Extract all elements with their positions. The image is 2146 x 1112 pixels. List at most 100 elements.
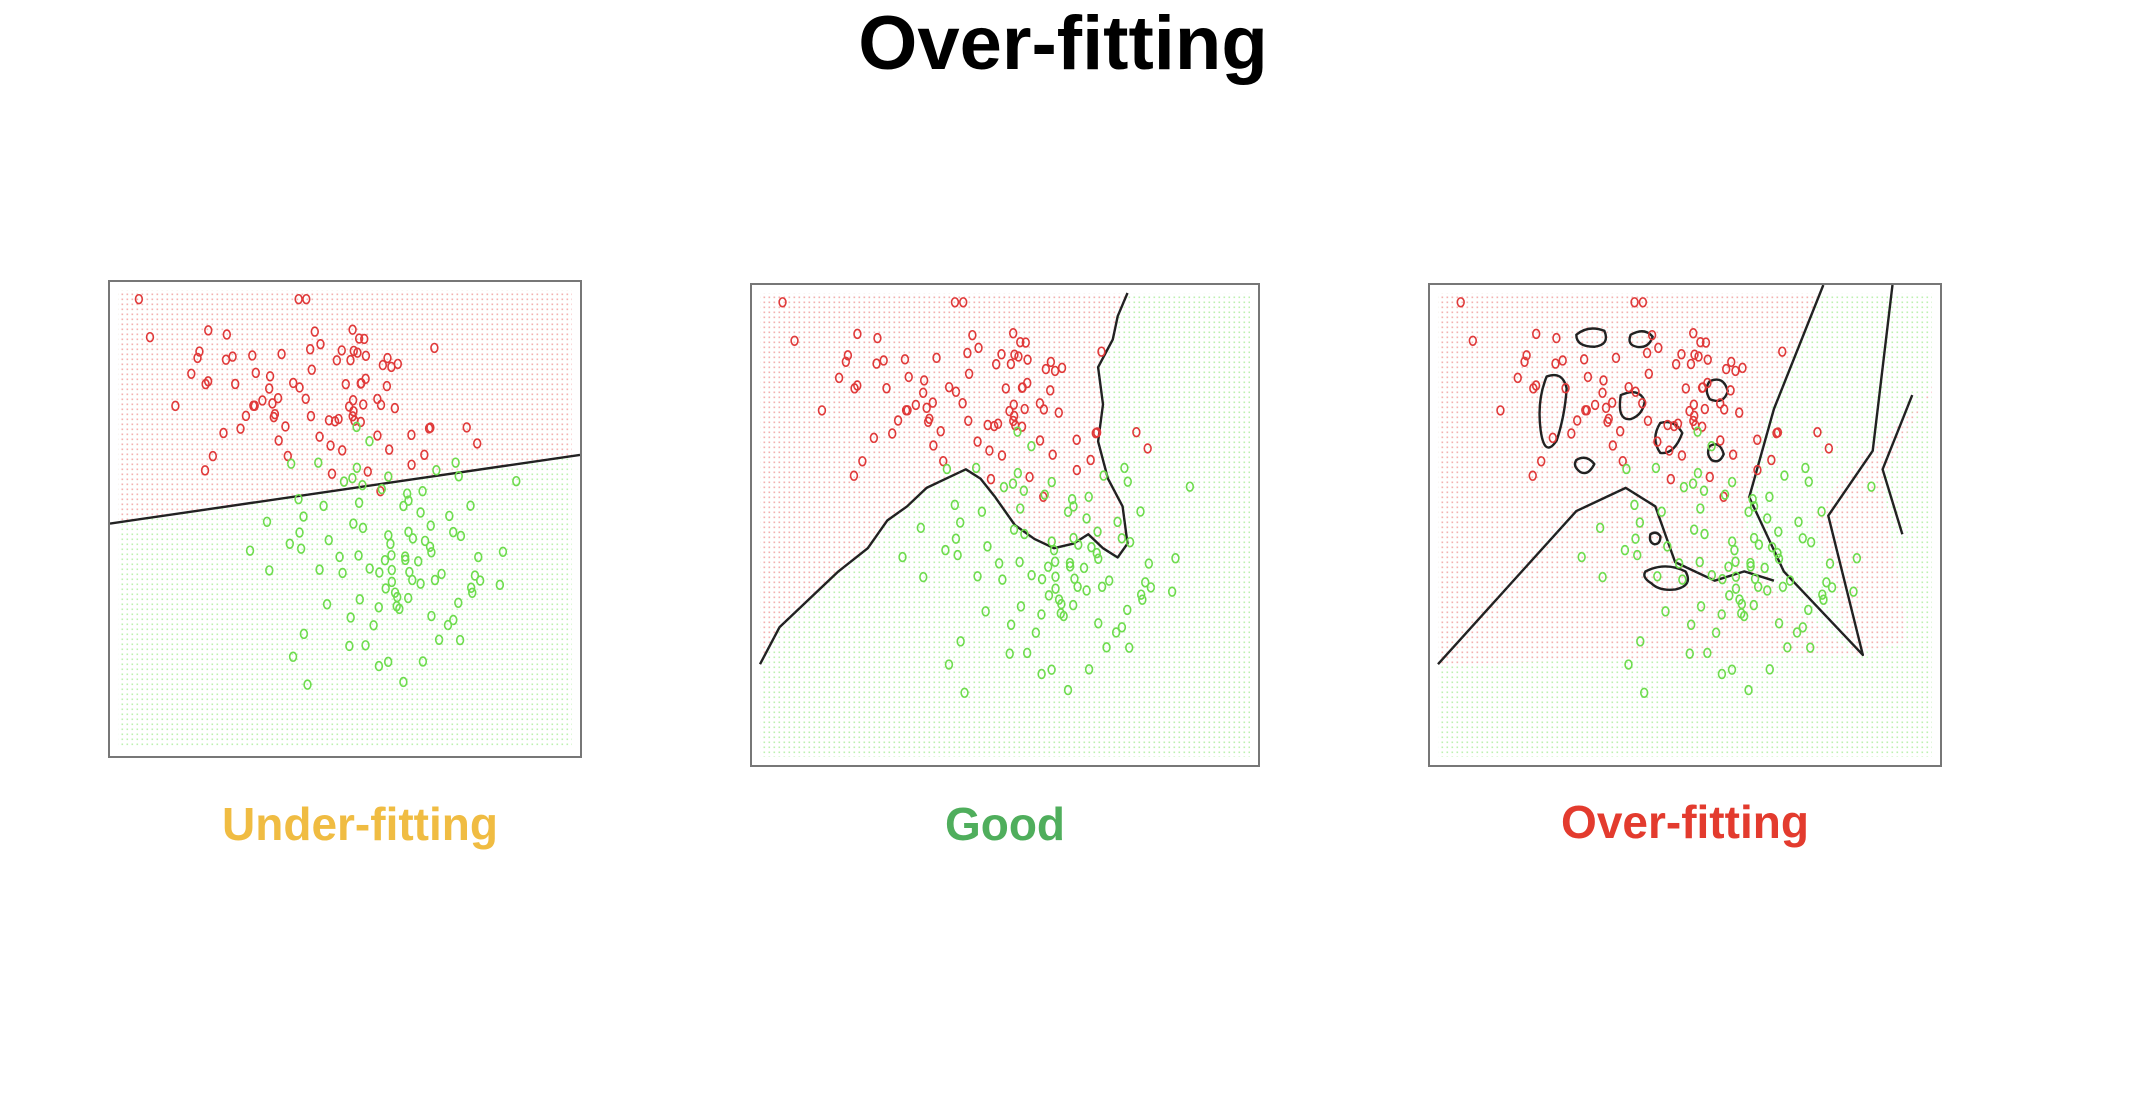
green-data-point [1700,528,1709,540]
green-data-point [427,610,436,622]
green-data-point [1013,426,1022,437]
red-data-point [1813,426,1822,438]
red-data-point [326,440,335,451]
green-data-point [1760,562,1769,574]
green-data-point [1746,557,1755,569]
green-data-point [1688,478,1698,489]
green-data-point [1138,594,1147,605]
red-data-point [274,435,283,446]
red-data-point [986,473,996,485]
red-data-point [361,350,371,362]
red-data-point [348,324,357,335]
green-data-point [449,526,458,538]
green-data-point [404,526,413,538]
red-data-point [1690,410,1699,422]
red-data-point [310,326,319,337]
green-data-point [1073,581,1082,592]
green-data-point [942,463,952,475]
green-data-point [1792,627,1802,638]
red-data-point [376,485,385,497]
green-data-point [1696,601,1706,612]
red-data-point [1532,328,1541,340]
green-data-point [1120,462,1129,474]
green-data-point [339,476,349,487]
green-data-point [285,538,294,549]
red-data-point [360,333,369,345]
red-data-point [1624,381,1633,393]
green-data-point [355,594,364,605]
green-data-point [1767,541,1777,553]
red-data-point [873,332,882,344]
red-data-point [1046,385,1055,396]
red-data-point [1611,352,1621,364]
red-data-point [778,297,787,308]
green-data-point [1622,463,1631,475]
green-data-point [1099,470,1108,481]
red-data-point [997,349,1006,360]
red-data-point [376,399,386,411]
red-data-point [888,428,897,439]
green-data-point [1727,664,1737,675]
red-data-point [1607,397,1617,408]
green-data-point [404,495,413,506]
good-fit-caption: Good [944,798,1066,850]
red-data-point [1086,454,1095,466]
red-data-point [346,354,355,366]
green-data-point [430,574,440,586]
red-data-point [936,426,945,437]
green-data-point [1019,485,1029,496]
green-data-point [1720,489,1730,500]
green-data-point [1102,642,1111,653]
green-data-point [1679,481,1689,493]
green-data-point [418,656,428,667]
red-data-point [1010,349,1019,360]
red-data-point [1573,415,1582,426]
red-data-point [1561,383,1570,394]
under-fitting-plot [108,280,582,758]
green-data-point [1577,551,1586,563]
red-data-point [1132,426,1141,438]
red-data-point [1696,336,1705,348]
green-data-point [1013,467,1023,479]
red-data-point [959,297,968,308]
green-data-point [1727,536,1737,547]
red-data-point [1703,354,1712,365]
green-data-point [956,636,965,647]
green-data-point [475,575,485,586]
green-data-point [314,457,323,468]
green-data-point [384,471,393,482]
green-data-point [1754,539,1764,550]
green-data-point [1047,664,1056,675]
green-data-point [427,547,436,558]
green-data-point [1774,526,1783,537]
red-data-point [1727,356,1736,368]
decision-boundary [1706,443,1725,463]
red-data-point [790,335,799,346]
red-data-point [1009,415,1018,427]
red-data-point [337,345,346,356]
green-data-point [1185,481,1195,492]
green-data-point [1005,648,1014,659]
green-data-point [498,546,508,558]
green-data-point [352,421,361,433]
red-data-point [1643,415,1653,426]
green-data-point [403,592,413,604]
red-data-point [390,402,400,414]
red-data-point [1009,399,1018,410]
red-data-point [1009,410,1019,422]
green-data-point [402,488,412,499]
red-data-point [426,422,435,433]
red-data-point [1021,337,1030,348]
red-data-point [407,459,416,470]
green-data-point [1063,684,1073,696]
green-data-point [1804,604,1813,616]
decision-boundary [1643,565,1690,591]
green-data-point [1624,659,1633,670]
green-data-point [971,462,981,474]
red-data-point [1608,440,1618,451]
green-data-point [1040,489,1049,500]
red-data-point [939,455,948,467]
green-data-point [1678,574,1687,585]
green-data-point [1620,544,1630,556]
green-data-point [1037,609,1046,620]
